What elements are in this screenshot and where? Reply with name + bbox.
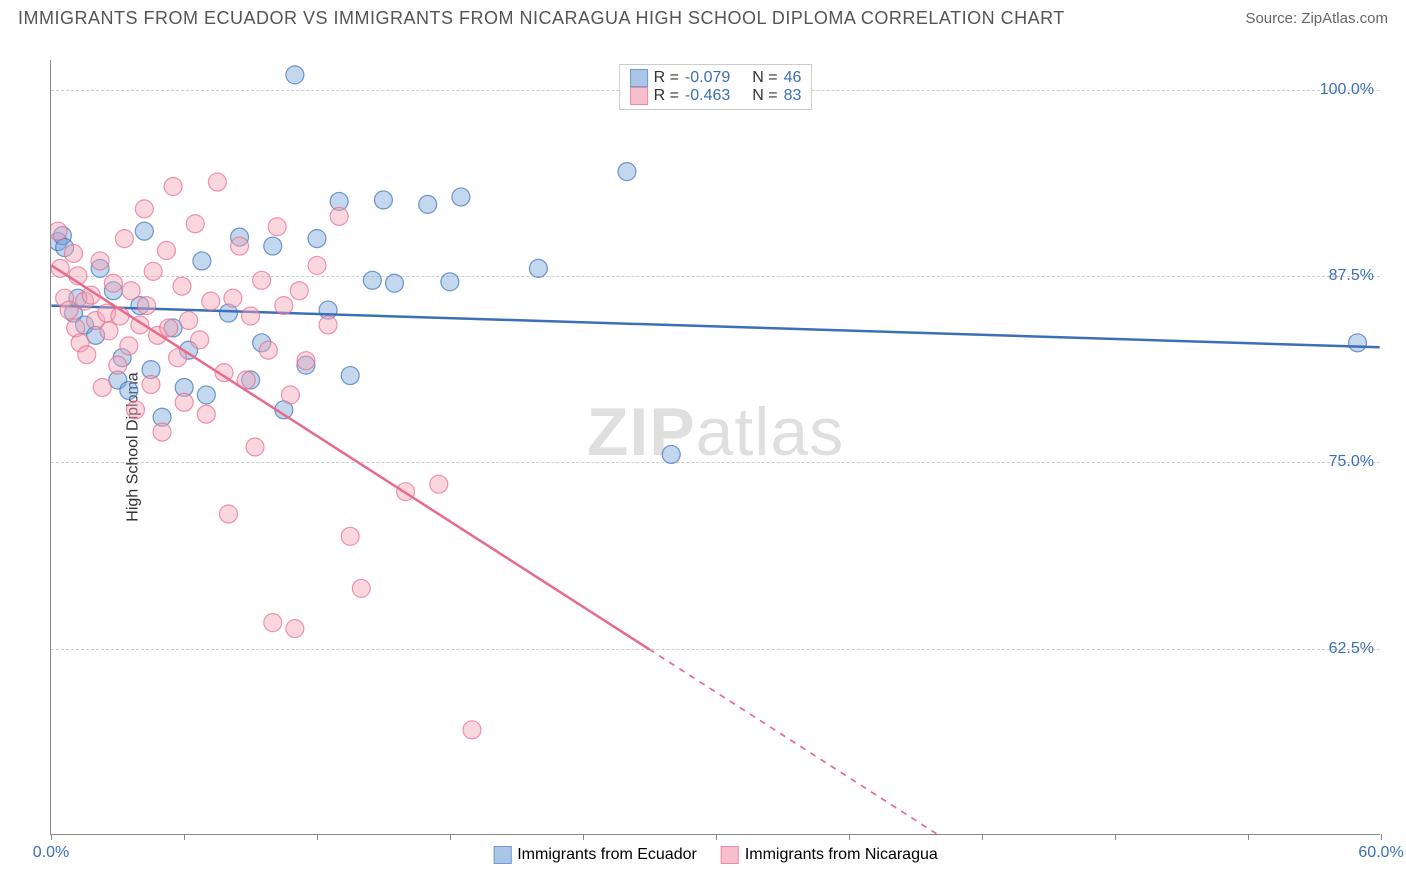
legend-series: Immigrants from Ecuador Immigrants from … [493,846,938,864]
plot-area: High School Diploma 62.5%75.0%87.5%100.0… [50,60,1380,835]
chart-title: IMMIGRANTS FROM ECUADOR VS IMMIGRANTS FR… [18,8,1065,29]
chart-svg [51,60,1380,834]
legend-swatch-ecuador-icon [493,846,511,864]
legend-n-label: N = [752,87,777,105]
legend-item-nicaragua: Immigrants from Nicaragua [721,846,938,864]
legend-r-value-ecuador: -0.079 [685,69,730,87]
legend-r-value-nicaragua: -0.463 [685,87,730,105]
legend-n-value-ecuador: 46 [784,69,802,87]
legend-r-label: R = [654,87,679,105]
legend-swatch-ecuador [630,69,648,87]
legend-swatch-nicaragua [630,87,648,105]
legend-n-label: N = [752,69,777,87]
legend-r-label: R = [654,69,679,87]
legend-n-value-nicaragua: 83 [784,87,802,105]
legend-item-ecuador: Immigrants from Ecuador [493,846,697,864]
title-bar: IMMIGRANTS FROM ECUADOR VS IMMIGRANTS FR… [0,0,1406,35]
legend-swatch-nicaragua-icon [721,846,739,864]
legend-row-ecuador: R = -0.079 N = 46 [630,69,802,87]
source-label: Source: ZipAtlas.com [1245,10,1388,27]
legend-row-nicaragua: R = -0.463 N = 83 [630,87,802,105]
legend-label-nicaragua: Immigrants from Nicaragua [745,846,938,864]
legend-label-ecuador: Immigrants from Ecuador [517,846,697,864]
legend-correlation: R = -0.079 N = 46 R = -0.463 N = 83 [619,64,813,110]
